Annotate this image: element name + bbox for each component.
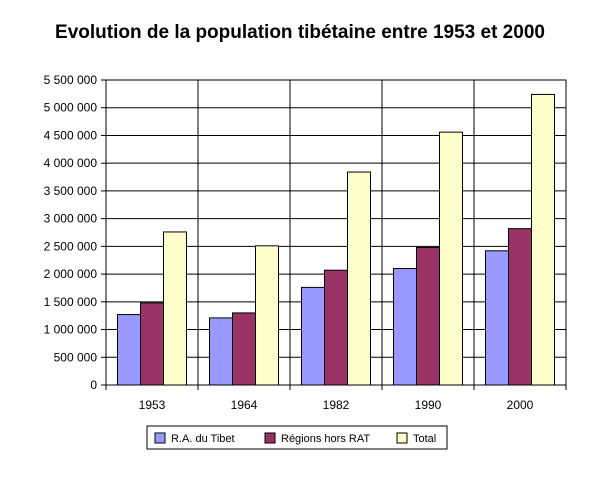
y-tick-label: 5 000 000: [44, 101, 98, 115]
y-axis-ticks: 0 500 000 1 000 000 1 500 000 2 000 000 2 500…: [44, 73, 98, 392]
chart-title: Evolution de la population tibétaine ent…: [55, 22, 545, 43]
y-tick-label: 1 500 000: [44, 295, 98, 309]
y-tick-label: 2 500 000: [44, 239, 98, 253]
legend-swatch: [264, 432, 276, 444]
legend-box: [146, 425, 448, 450]
legend-label: Régions hors RAT: [281, 433, 370, 445]
bar: [117, 314, 141, 386]
y-tick-label: 2 000 000: [44, 267, 98, 281]
legend-label: Total: [413, 433, 436, 445]
y-tick-label: 4 500 000: [44, 128, 98, 142]
bar: [393, 268, 417, 386]
y-tick-label: 3 000 000: [44, 212, 98, 226]
plot-border: [105, 79, 567, 386]
bar: [531, 93, 555, 386]
y-tick-label: 4 000 000: [44, 156, 98, 170]
y-tick-label: 1 000 000: [44, 323, 98, 337]
bar: [485, 250, 509, 386]
x-tick-label: 2000: [507, 398, 534, 412]
legend-label: R.A. du Tibet: [171, 433, 235, 445]
x-tick-label: 1982: [323, 398, 350, 412]
bar: [209, 317, 233, 386]
bar: [416, 246, 440, 386]
x-tick-label: 1990: [415, 398, 442, 412]
legend-swatch: [154, 432, 166, 444]
bars: [117, 93, 555, 386]
y-tick-label: 500 000: [54, 350, 98, 364]
bar: [232, 312, 256, 386]
x-axis-ticks: 1953 1964 1982 1990 2000: [139, 398, 534, 412]
y-tick-label: 5 500 000: [44, 73, 98, 87]
x-tick-label: 1964: [231, 398, 258, 412]
bar: [163, 231, 187, 386]
bar: [255, 245, 279, 386]
bar: [347, 171, 371, 386]
bar: [508, 228, 532, 386]
axes: [101, 79, 567, 390]
bar: [301, 286, 325, 386]
bar: [140, 302, 164, 386]
x-tick-label: 1953: [139, 398, 166, 412]
bar: [324, 269, 348, 386]
y-tick-label: 0: [90, 378, 97, 392]
legend-swatch: [396, 432, 408, 444]
legend: R.A. du Tibet Régions hors RAT Total: [146, 425, 448, 450]
bar: [439, 131, 463, 386]
y-tick-label: 3 500 000: [44, 184, 98, 198]
